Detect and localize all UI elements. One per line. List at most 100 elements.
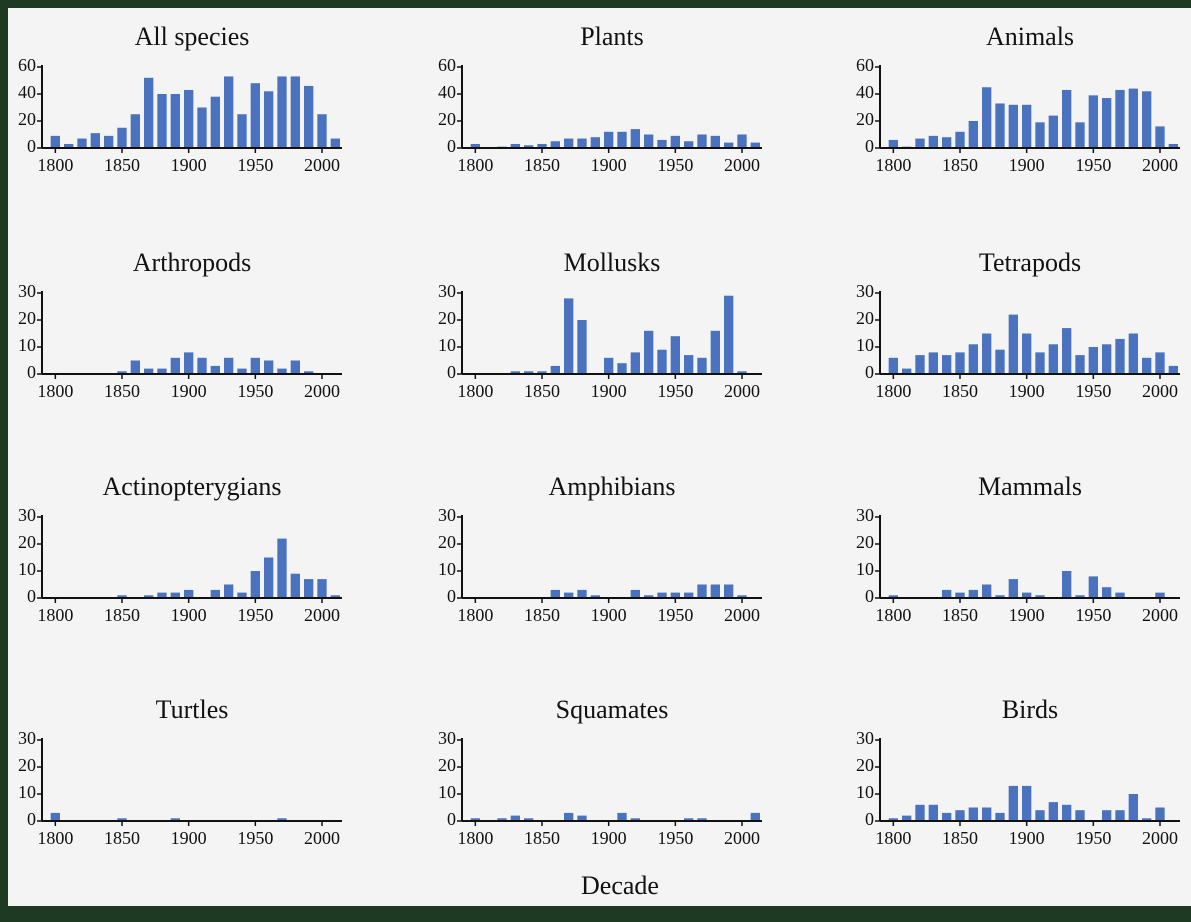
bar (1062, 328, 1071, 374)
bar (264, 91, 273, 148)
y-tick-label: 40 (856, 82, 874, 102)
bar (1155, 808, 1164, 822)
x-tick-label: 1850 (104, 155, 140, 175)
bar (251, 571, 260, 598)
bar (1022, 786, 1031, 821)
y-tick-label: 10 (856, 559, 874, 579)
y-tick-label: 0 (27, 809, 36, 829)
x-tick-label: 1800 (37, 605, 73, 625)
bar (644, 331, 653, 374)
bar (995, 813, 1004, 821)
y-tick-label: 30 (438, 728, 456, 748)
y-tick-label: 20 (438, 109, 456, 129)
bar (942, 137, 951, 148)
x-tick-label: 1900 (1009, 828, 1045, 848)
bar (724, 585, 733, 599)
chart-title: Squamates (556, 695, 669, 724)
bar (1102, 98, 1111, 148)
bar (955, 810, 964, 821)
x-tick-label: 2000 (304, 605, 340, 625)
y-tick-label: 20 (856, 109, 874, 129)
bar (331, 139, 340, 148)
bar (982, 87, 991, 148)
y-tick-label: 30 (856, 505, 874, 525)
bar (304, 579, 313, 598)
y-tick-label: 30 (438, 505, 456, 525)
y-tick-label: 10 (856, 782, 874, 802)
bar (684, 141, 693, 148)
x-tick-label: 1850 (524, 381, 560, 401)
bar (197, 358, 206, 374)
y-tick-label: 30 (856, 281, 874, 301)
bar (551, 590, 560, 598)
x-tick-label: 2000 (304, 381, 340, 401)
y-tick-label: 0 (865, 586, 874, 606)
bar (1142, 358, 1151, 374)
bar (211, 97, 220, 148)
bar (995, 103, 1004, 148)
x-tick-label: 1800 (875, 381, 911, 401)
x-tick-label: 1850 (104, 605, 140, 625)
bar (564, 298, 573, 374)
x-tick-label: 1950 (1075, 828, 1111, 848)
bar (1022, 105, 1031, 148)
shared-x-label: Decade (581, 871, 659, 900)
y-tick-label: 30 (856, 728, 874, 748)
bar (995, 350, 1004, 374)
chart-title: Amphibians (548, 472, 675, 501)
bar (604, 132, 613, 148)
chart-title: Animals (986, 22, 1074, 51)
x-tick-label: 1800 (875, 155, 911, 175)
chart-title: Mollusks (564, 248, 661, 277)
bar (184, 590, 193, 598)
y-tick-label: 60 (856, 55, 874, 75)
bar (657, 140, 666, 148)
x-tick-label: 1850 (942, 605, 978, 625)
bar (224, 585, 233, 599)
bar (955, 132, 964, 148)
bar (1075, 122, 1084, 148)
bar (277, 539, 286, 598)
x-tick-label: 1950 (1075, 155, 1111, 175)
bar (184, 352, 193, 374)
bar (671, 136, 680, 148)
bar (711, 331, 720, 374)
bar (1142, 91, 1151, 148)
x-tick-label: 1800 (37, 381, 73, 401)
bar (131, 361, 140, 375)
bar (1049, 802, 1058, 821)
bar (1129, 89, 1138, 148)
bar (237, 114, 246, 148)
y-tick-label: 60 (18, 55, 36, 75)
x-tick-label: 1800 (457, 155, 493, 175)
bar (631, 352, 640, 374)
x-tick-label: 1900 (1009, 605, 1045, 625)
x-tick-label: 1950 (237, 605, 273, 625)
x-tick-label: 1950 (1075, 605, 1111, 625)
y-tick-label: 0 (447, 362, 456, 382)
bar (1129, 794, 1138, 821)
x-tick-label: 1800 (457, 828, 493, 848)
y-tick-label: 10 (18, 335, 36, 355)
x-tick-label: 1900 (1009, 381, 1045, 401)
x-tick-label: 1850 (524, 828, 560, 848)
y-tick-label: 20 (856, 755, 874, 775)
x-tick-label: 2000 (724, 828, 760, 848)
y-tick-label: 10 (438, 782, 456, 802)
y-tick-label: 40 (18, 82, 36, 102)
chart-title: Birds (1002, 695, 1058, 724)
y-tick-label: 10 (18, 782, 36, 802)
bar (697, 358, 706, 374)
y-tick-label: 20 (18, 755, 36, 775)
bar (551, 141, 560, 148)
x-tick-label: 2000 (724, 155, 760, 175)
x-tick-label: 1900 (1009, 155, 1045, 175)
chart-title: Arthropods (133, 248, 251, 277)
bar (929, 352, 938, 374)
bar (51, 813, 60, 821)
bar (1102, 587, 1111, 598)
x-tick-label: 1950 (657, 155, 693, 175)
x-tick-label: 1950 (657, 605, 693, 625)
bar (251, 358, 260, 374)
x-tick-label: 1900 (171, 155, 207, 175)
